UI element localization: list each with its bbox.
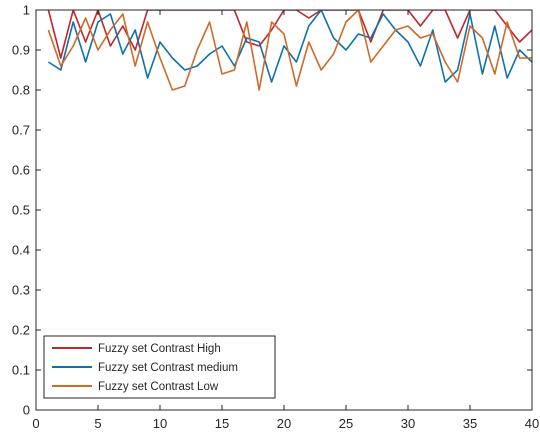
y-tick-label: 0.8: [12, 83, 30, 98]
x-tick-label: 35: [463, 416, 477, 431]
legend: Fuzzy set Contrast High Fuzzy set Contras…: [43, 335, 276, 399]
legend-label: Fuzzy set Contrast Low: [98, 381, 219, 393]
x-tick-label: 15: [215, 416, 229, 431]
y-tick-label: 0.3: [12, 283, 30, 298]
y-tick-label: 0.2: [12, 323, 30, 338]
y-tick-label: 0.5: [12, 203, 30, 218]
x-tick-label: 5: [94, 416, 101, 431]
y-tick-label: 0.1: [12, 363, 30, 378]
x-tick-label: 40: [525, 416, 539, 431]
series-line-3: [47, 10, 532, 91]
y-tick-label: 0: [23, 403, 30, 418]
x-tick-label: 10: [153, 416, 167, 431]
y-tick-label: 0.4: [12, 243, 30, 258]
y-tick-label: 0.9: [12, 43, 30, 58]
y-tick-label: 0.7: [12, 123, 30, 138]
y-tick-label: 0.6: [12, 163, 30, 178]
y-tick-label: 1: [23, 3, 30, 18]
legend-label: Fuzzy set Contrast medium: [98, 362, 238, 374]
x-tick-label: 30: [401, 416, 415, 431]
x-tick-label: 0: [32, 416, 39, 431]
x-tick-label: 25: [339, 416, 353, 431]
ticks-layer: 0 5 10 15 20 25 30 35 40 0 0.1 0.2 0.3 0.4 0.5 0.6 0.7 0.…: [12, 3, 539, 432]
x-tick-label: 20: [277, 416, 291, 431]
legend-label: Fuzzy set Contrast High: [98, 343, 221, 355]
series-layer: [47, 10, 532, 91]
